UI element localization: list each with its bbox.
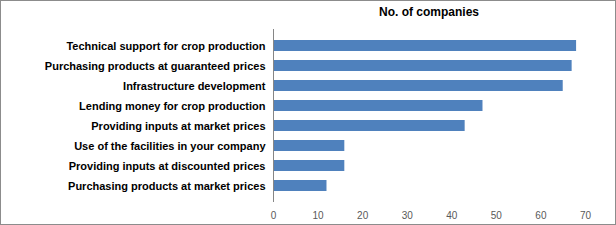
svg-text:50: 50 [491, 210, 503, 221]
svg-text:70: 70 [580, 210, 592, 221]
svg-text:20: 20 [357, 210, 369, 221]
html-text:No. of companies: No. of companies [379, 5, 479, 19]
svg-text:60: 60 [535, 210, 547, 221]
svg-text:Purchasing products at guarant: Purchasing products at guaranteed prices [45, 60, 266, 72]
svg-text:Infrastructure development: Infrastructure development [123, 80, 266, 92]
svg-text:30: 30 [402, 210, 414, 221]
svg-text:Providing inputs at discounted: Providing inputs at discounted prices [69, 160, 266, 172]
svg-text:0: 0 [271, 210, 277, 221]
svg-text:Use of the facilities in your: Use of the facilities in your company [74, 140, 266, 152]
svg-text:Purchasing products at market: Purchasing products at market prices [68, 180, 265, 192]
svg-text:Providing inputs at market pri: Providing inputs at market prices [91, 120, 265, 132]
svg-text:10: 10 [313, 210, 325, 221]
svg-text:Technical support for crop pro: Technical support for crop production [66, 40, 265, 52]
svg-text:Lending money for crop product: Lending money for crop production [79, 100, 266, 112]
svg-text:40: 40 [446, 210, 458, 221]
